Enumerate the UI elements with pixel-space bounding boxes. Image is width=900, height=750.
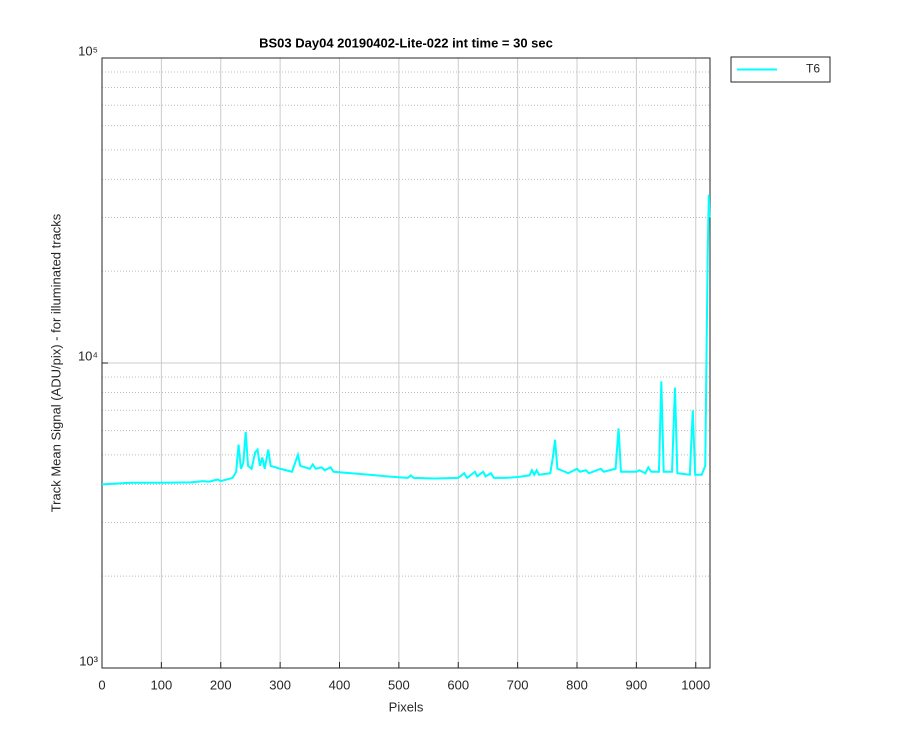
x-tick-label: 700 (507, 677, 529, 692)
x-axis-label: Pixels (389, 699, 424, 714)
legend-label: T6 (806, 62, 820, 76)
x-tick-label: 200 (210, 677, 232, 692)
x-tick-label: 400 (329, 677, 351, 692)
x-tick-label: 500 (388, 677, 410, 692)
x-tick-label: 100 (151, 677, 173, 692)
x-tick-label: 800 (566, 677, 588, 692)
y-tick-label: 10⁴ (78, 348, 98, 363)
x-tick-label: 1000 (681, 677, 710, 692)
y-axis-label: Track Mean Signal (ADU/pix) - for illumi… (48, 213, 63, 512)
x-tick-label: 0 (98, 677, 105, 692)
line-series (101, 194, 711, 486)
x-tick-label: 600 (447, 677, 469, 692)
plot-frame (101, 57, 711, 669)
x-tick-label: 900 (626, 677, 648, 692)
chart-title: BS03 Day04 20190402-Lite-022 int time = … (259, 35, 553, 50)
y-tick-label: 10³ (79, 653, 98, 668)
y-tick-label: 10⁵ (78, 43, 98, 58)
x-tick-label: 300 (269, 677, 291, 692)
